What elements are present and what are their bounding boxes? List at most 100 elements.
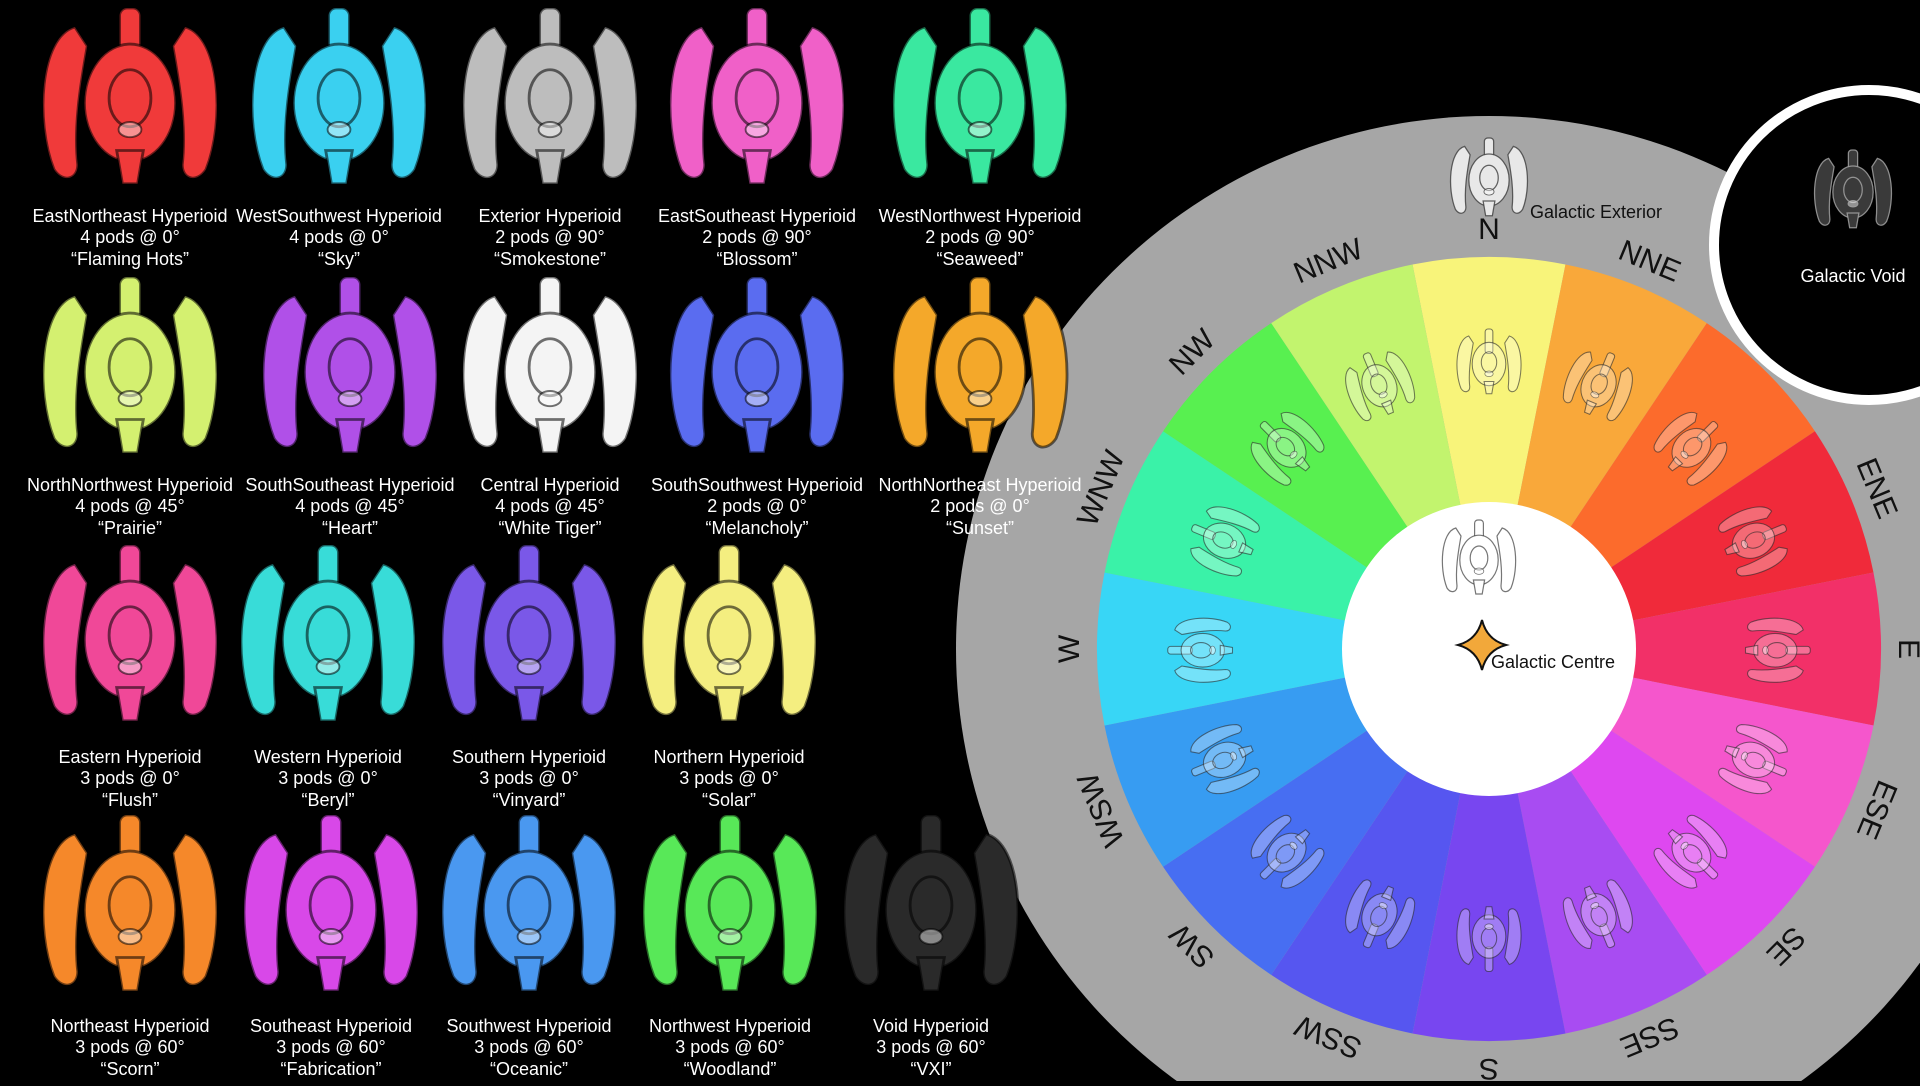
ship-window	[1473, 567, 1485, 575]
ship-tail	[316, 956, 346, 993]
ship-body	[82, 849, 178, 971]
ship-core	[327, 337, 373, 398]
void-label: Galactic Void	[1800, 266, 1905, 286]
ship-body	[709, 42, 805, 164]
ship-tail	[115, 956, 145, 993]
ship-core	[506, 875, 552, 936]
ship-pod	[1504, 908, 1522, 966]
ship-pod	[1507, 145, 1529, 214]
ship-body	[1202, 741, 1247, 778]
ship-pod	[1562, 351, 1593, 404]
hyperioid-nickname: “Scorn”	[100, 1059, 159, 1079]
hyperioid-pods: 2 pods @ 0°	[930, 496, 1030, 516]
ship-pod	[41, 25, 89, 180]
ship-pod	[250, 25, 298, 180]
hyperioid-name: Northeast Hyperioid	[50, 1016, 209, 1036]
hyperioid-name: Eastern Hyperioid	[58, 747, 201, 767]
ship-tail	[742, 418, 772, 455]
ship-body	[1459, 534, 1499, 586]
ship-core	[527, 337, 573, 398]
ship-body	[302, 311, 398, 433]
ship-body	[1361, 893, 1398, 937]
ship-tail	[1667, 828, 1684, 845]
ship-window	[516, 928, 542, 946]
ship-body	[1266, 427, 1307, 468]
ship-core	[316, 68, 362, 129]
ship-illustration	[1813, 149, 1893, 229]
ship-pod	[1345, 367, 1372, 422]
ship-pod	[972, 832, 1020, 987]
ship-body	[1361, 364, 1398, 408]
ship-illustration	[41, 543, 219, 723]
hyperioid-pods: 3 pods @ 0°	[278, 768, 378, 788]
ship-illustration	[891, 275, 1069, 455]
ship-window	[537, 121, 563, 139]
ship-core	[1189, 642, 1213, 659]
ship-illustration	[842, 813, 1020, 993]
ship-pod	[1813, 157, 1835, 226]
ship-pod	[1456, 908, 1474, 966]
ship-body	[932, 42, 1028, 164]
ship-core	[1480, 927, 1498, 950]
ship-window	[315, 658, 341, 676]
direction-wheel: NNNENEENEEESESESSESSSWSWWSWWWNWNWNNWGala…	[956, 85, 1920, 1086]
ship-tail	[115, 418, 145, 455]
ship-tail	[313, 686, 343, 723]
hyperioid-nickname: “Blossom”	[716, 249, 797, 269]
hyperioid-pods: 4 pods @ 45°	[75, 496, 185, 516]
ship-tail	[1472, 579, 1486, 595]
ship-neck	[1484, 946, 1494, 973]
ship-tail	[1724, 542, 1740, 556]
hyperioid-name: Southwest Hyperioid	[446, 1016, 611, 1036]
hyperioid-pods: 3 pods @ 60°	[876, 1037, 986, 1057]
ship-core	[1682, 844, 1703, 864]
ship-pod	[1021, 25, 1069, 180]
ship-pod	[1250, 441, 1292, 486]
ship-neck	[1762, 524, 1787, 540]
ship-pod	[440, 832, 488, 987]
ship-pod	[1606, 879, 1633, 934]
ship-tail	[1238, 745, 1254, 759]
hyperioid-pods: 4 pods @ 0°	[80, 227, 180, 247]
ship-pod	[1449, 145, 1471, 214]
ship-body	[1471, 914, 1507, 959]
ship-neck	[1259, 421, 1282, 443]
ship-window	[1680, 450, 1689, 459]
ship-illustration	[41, 275, 219, 455]
ship-illustration	[1456, 906, 1522, 973]
hyperioid-nickname: “Beryl”	[302, 790, 355, 810]
ship-pod	[1280, 847, 1325, 889]
ship-pod	[1871, 157, 1893, 226]
ship-window	[744, 121, 770, 139]
ship-tail	[1219, 644, 1234, 656]
hyperioid-name: SouthSouthwest Hyperioid	[651, 475, 863, 495]
ship-window	[117, 928, 143, 946]
ship-window	[1762, 645, 1769, 655]
ship-pod	[668, 25, 716, 180]
ship-pod	[1504, 335, 1522, 393]
ship-pod	[641, 832, 689, 987]
ship-window	[1741, 540, 1748, 549]
hyperioid-nickname: “Woodland”	[684, 1059, 777, 1079]
hyperioid-name: EastSoutheast Hyperioid	[658, 206, 856, 226]
ship-pod	[1190, 724, 1242, 754]
ship-body	[82, 311, 178, 433]
ship-core	[1469, 545, 1489, 571]
ship-illustration	[1167, 617, 1234, 683]
hyperioid-pods: 2 pods @ 90°	[495, 227, 605, 247]
hyperioid-name: Northern Hyperioid	[653, 747, 804, 767]
ship-illustration	[891, 6, 1069, 186]
hyperioid-nickname: “Fabrication”	[280, 1059, 381, 1079]
ship-window	[1741, 751, 1748, 761]
ship-window	[537, 390, 563, 408]
direction-sector	[1489, 572, 1881, 726]
hyperioid-name: SouthSoutheast Hyperioid	[245, 475, 454, 495]
hyperioid-pods: 2 pods @ 90°	[925, 227, 1035, 247]
hyperioid-pods: 3 pods @ 60°	[75, 1037, 185, 1057]
ship-neck	[1259, 857, 1282, 880]
